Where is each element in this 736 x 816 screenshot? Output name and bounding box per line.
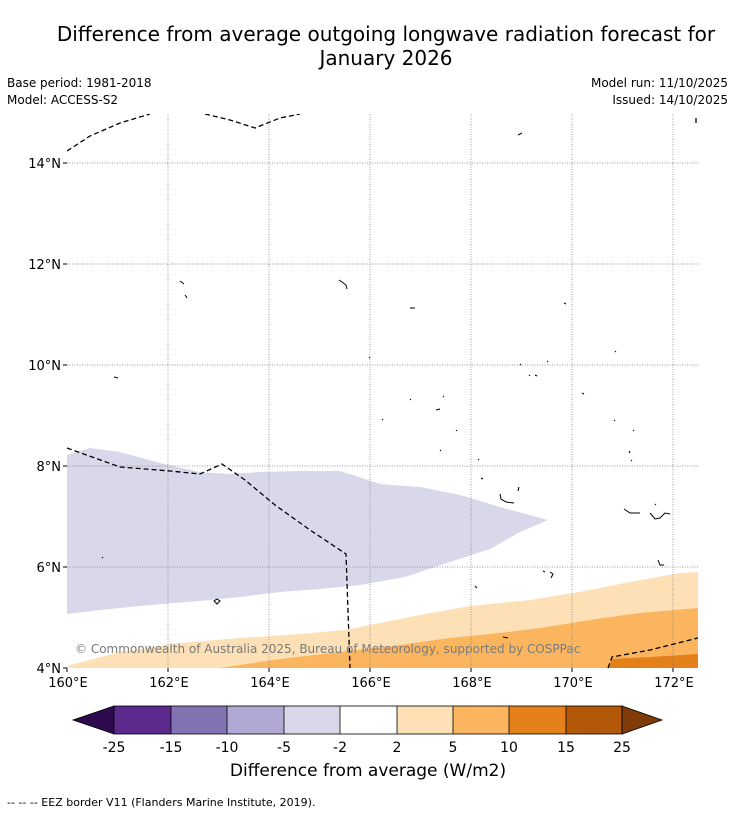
map-panel bbox=[67, 114, 698, 668]
title-line-2: January 2026 bbox=[319, 46, 453, 70]
colorbar-tick: 10 bbox=[500, 740, 518, 756]
lat-labels: 14°N 12°N 10°N 8°N 6°N 4°N bbox=[28, 157, 61, 677]
colorbar-segment bbox=[171, 706, 227, 734]
colorbar: -25 -15 -10 -5 -2 2 5 10 15 25 bbox=[71, 705, 664, 756]
colorbar-tick: 15 bbox=[557, 740, 575, 756]
lat-label: 12°N bbox=[28, 258, 61, 273]
colorbar-ticks: -25 -15 -10 -5 -2 2 5 10 15 25 bbox=[103, 740, 631, 756]
colorbar-segment bbox=[114, 706, 171, 734]
lat-label: 14°N bbox=[28, 157, 61, 172]
colorbar-segment bbox=[397, 706, 453, 734]
colorbar-tick: -15 bbox=[160, 740, 183, 756]
chart-title: Difference from average outgoing longwav… bbox=[0, 22, 736, 70]
lon-labels: 160°E 162°E 164°E 166°E 168°E 170°E 172°… bbox=[48, 676, 694, 691]
lat-label: 6°N bbox=[37, 561, 62, 576]
lat-label: 4°N bbox=[37, 662, 62, 677]
gridlines bbox=[67, 114, 698, 668]
lon-label: 160°E bbox=[48, 676, 88, 691]
lon-label: 170°E bbox=[553, 676, 593, 691]
lon-label: 166°E bbox=[351, 676, 391, 691]
colorbar-arrow-left bbox=[71, 705, 115, 735]
lat-label: 10°N bbox=[28, 359, 61, 374]
meta-right: Model run: 11/10/2025 Issued: 14/10/2025 bbox=[591, 75, 728, 109]
colorbar-tick: -25 bbox=[103, 740, 126, 756]
colorbar-tick: 25 bbox=[613, 740, 631, 756]
model-run: Model run: 11/10/2025 bbox=[590, 76, 728, 90]
colorbar-segment bbox=[227, 706, 284, 734]
lon-label: 168°E bbox=[452, 676, 492, 691]
anomaly-region-10-15 bbox=[608, 654, 698, 668]
model-name: Model: ACCESS-S2 bbox=[7, 93, 119, 107]
colorbar-tick: -5 bbox=[277, 740, 291, 756]
colorbar-tick: 2 bbox=[393, 740, 402, 756]
lon-label: 172°E bbox=[654, 676, 694, 691]
colorbar-segment bbox=[453, 706, 509, 734]
anomaly-region-neg2-5 bbox=[67, 448, 548, 614]
colorbar-segment bbox=[284, 706, 340, 734]
title-line-1: Difference from average outgoing longwav… bbox=[56, 22, 716, 46]
copyright-notice: © Commonwealth of Australia 2025, Bureau… bbox=[75, 642, 580, 656]
colorbar-title: Difference from average (W/m2) bbox=[229, 761, 507, 781]
eez-legend: -- -- -- EEZ border V11 (Flanders Marine… bbox=[7, 796, 316, 809]
colorbar-tick: 5 bbox=[449, 740, 458, 756]
lat-label: 8°N bbox=[37, 460, 62, 475]
lon-label: 162°E bbox=[149, 676, 189, 691]
eez-borders bbox=[67, 114, 698, 668]
base-period: Base period: 1981-2018 bbox=[7, 76, 152, 90]
issued-date: Issued: 14/10/2025 bbox=[612, 93, 728, 107]
colorbar-segment bbox=[340, 706, 397, 734]
islands bbox=[101, 132, 671, 639]
anomaly-region-5-10 bbox=[220, 608, 698, 668]
colorbar-arrow-right bbox=[621, 705, 664, 735]
lon-label: 164°E bbox=[250, 676, 290, 691]
colorbar-segment bbox=[509, 706, 566, 734]
meta-left: Base period: 1981-2018 Model: ACCESS-S2 bbox=[7, 75, 152, 109]
colorbar-tick: -2 bbox=[333, 740, 347, 756]
colorbar-tick: -10 bbox=[216, 740, 239, 756]
colorbar-segment bbox=[566, 706, 622, 734]
axis-ticks bbox=[63, 162, 674, 672]
